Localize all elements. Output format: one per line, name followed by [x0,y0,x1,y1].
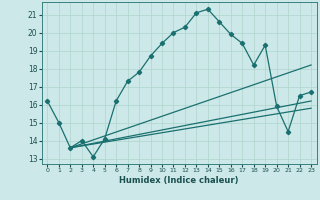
X-axis label: Humidex (Indice chaleur): Humidex (Indice chaleur) [119,176,239,185]
